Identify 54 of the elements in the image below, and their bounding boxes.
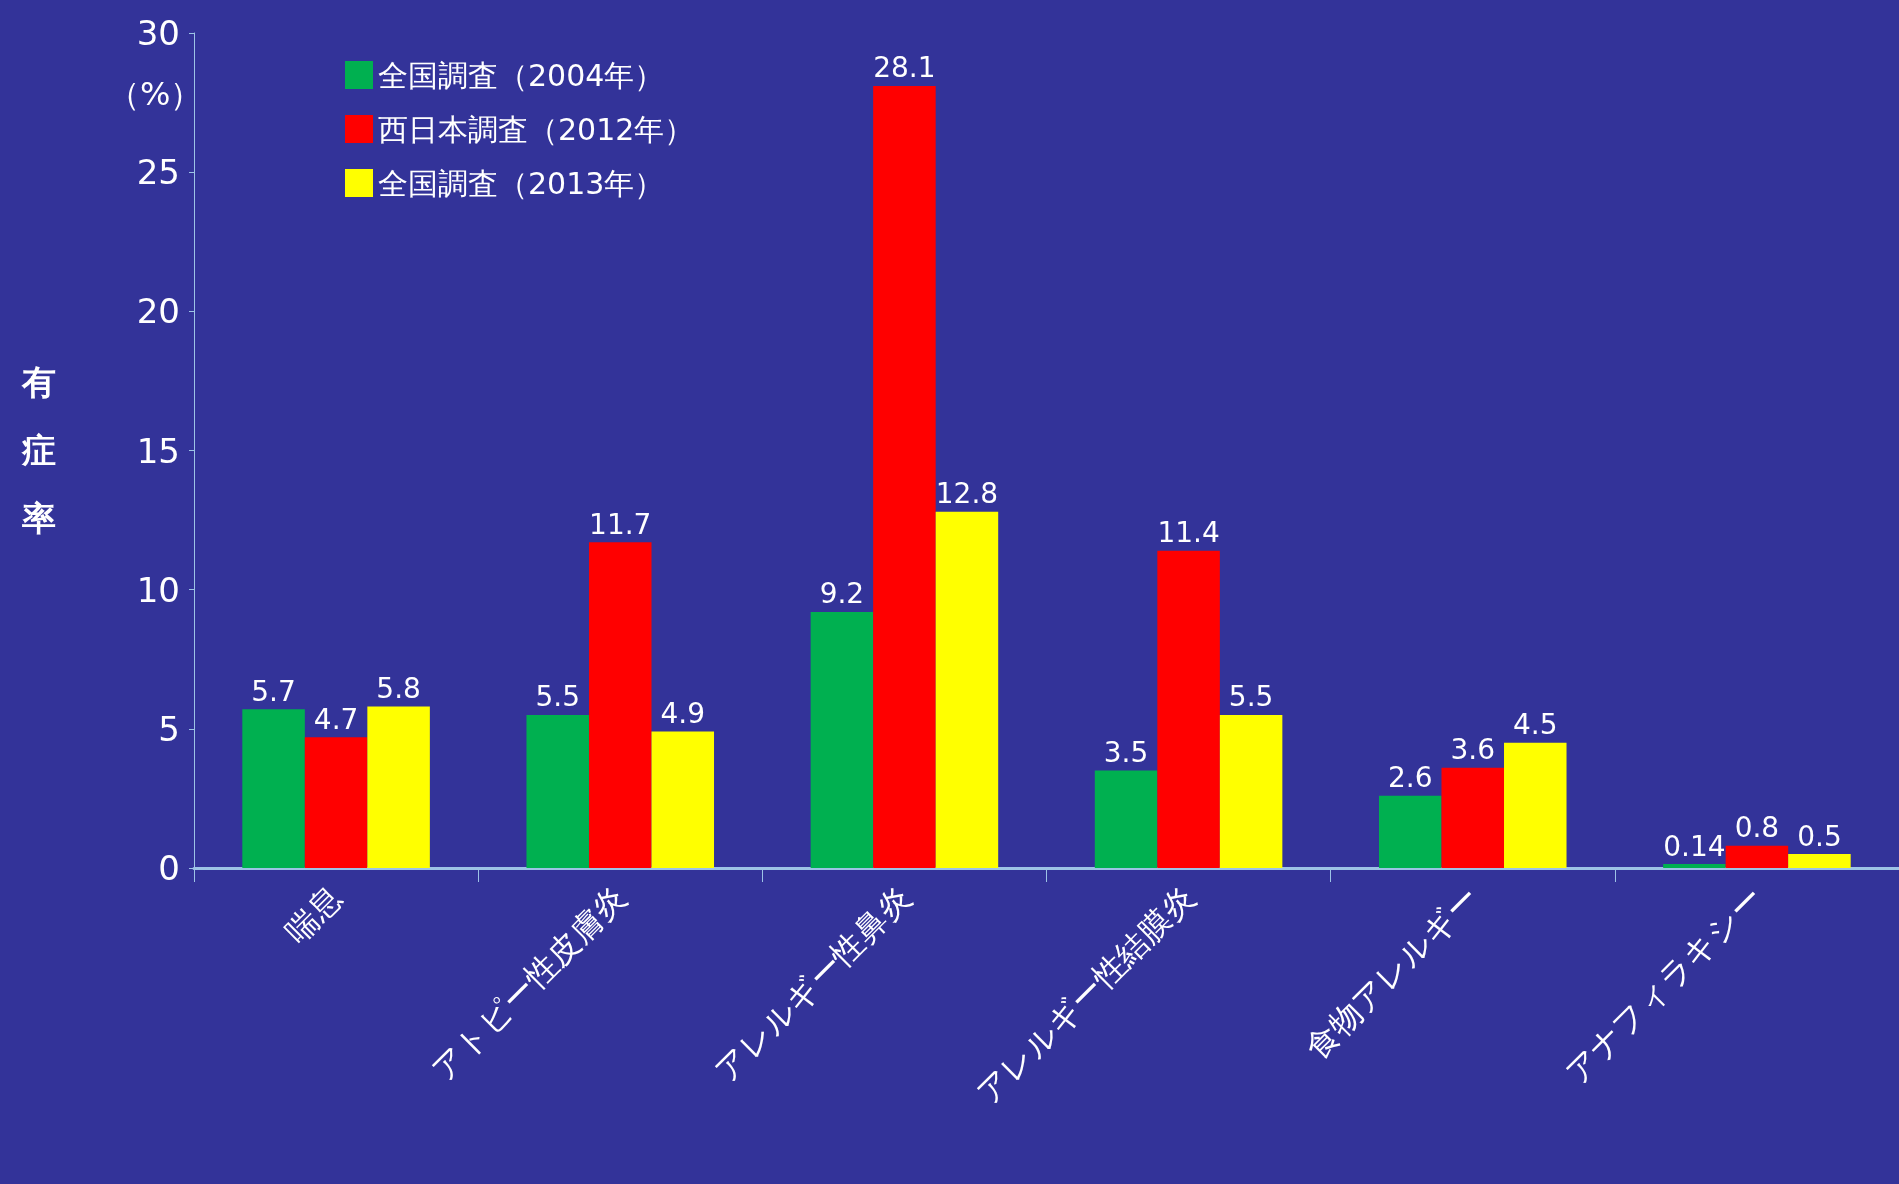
bar [1663,864,1726,868]
bar [242,709,305,868]
data-label: 4.7 [313,702,359,736]
x-tick-label: アナフィラキシー [1557,878,1771,1092]
bar [588,542,652,868]
data-label: 9.2 [819,577,865,611]
bar [1157,550,1220,868]
data-label: 5.5 [535,680,580,714]
bar [1788,854,1851,868]
x-tick-label: アレルギー性鼻炎 [707,878,918,1090]
data-label: 12.8 [935,477,999,511]
bar [810,611,874,868]
legend-label: 全国調査（2004年） [378,57,665,93]
bar [526,714,589,868]
bar [1219,714,1283,868]
y-tick-label: 20 [136,291,180,332]
data-label: 4.9 [660,697,706,731]
data-label: 11.4 [1157,516,1220,550]
data-label: 0.14 [1663,829,1726,863]
data-label: 2.6 [1387,761,1433,795]
data-label: 3.6 [1450,733,1496,767]
data-label: 28.1 [873,51,936,85]
data-label: 0.8 [1734,811,1780,845]
y-tick-label: 0 [158,848,180,888]
bar [1725,845,1789,868]
bar [1441,767,1505,868]
data-label: 5.7 [251,674,296,708]
x-tick-label: アレルギー性結膜炎 [968,878,1203,1112]
y-axis-title: 有症率 [21,362,56,538]
y-tick-label: 10 [136,569,180,610]
y-tick-label: 5 [158,708,180,749]
bar [935,511,999,868]
data-label: 11.7 [589,507,652,541]
bar [651,731,715,868]
y-tick-label: 15 [136,430,180,471]
data-label: 0.5 [1797,819,1842,853]
data-label: 4.5 [1513,708,1558,742]
bar [304,737,368,868]
annotation: （%） [108,75,203,113]
bar [367,706,430,868]
x-tick-label: アトピー性皮膚炎 [423,878,634,1089]
y-tick-label: 30 [136,13,180,53]
data-label: 3.5 [1103,736,1149,770]
x-tick-label: 食物アレルギー [1298,878,1487,1067]
bar [873,85,936,868]
legend-label: 西日本調査（2012年） [378,111,695,147]
data-label: 5.8 [376,672,421,706]
data-label: 5.5 [1228,680,1274,714]
y-tick-label: 25 [136,152,180,193]
bar [1378,795,1442,868]
legend-label: 全国調査（2013年） [378,165,665,201]
x-tick-label: 喘息 [277,878,350,951]
bar [1504,742,1567,868]
bar [1094,770,1158,868]
